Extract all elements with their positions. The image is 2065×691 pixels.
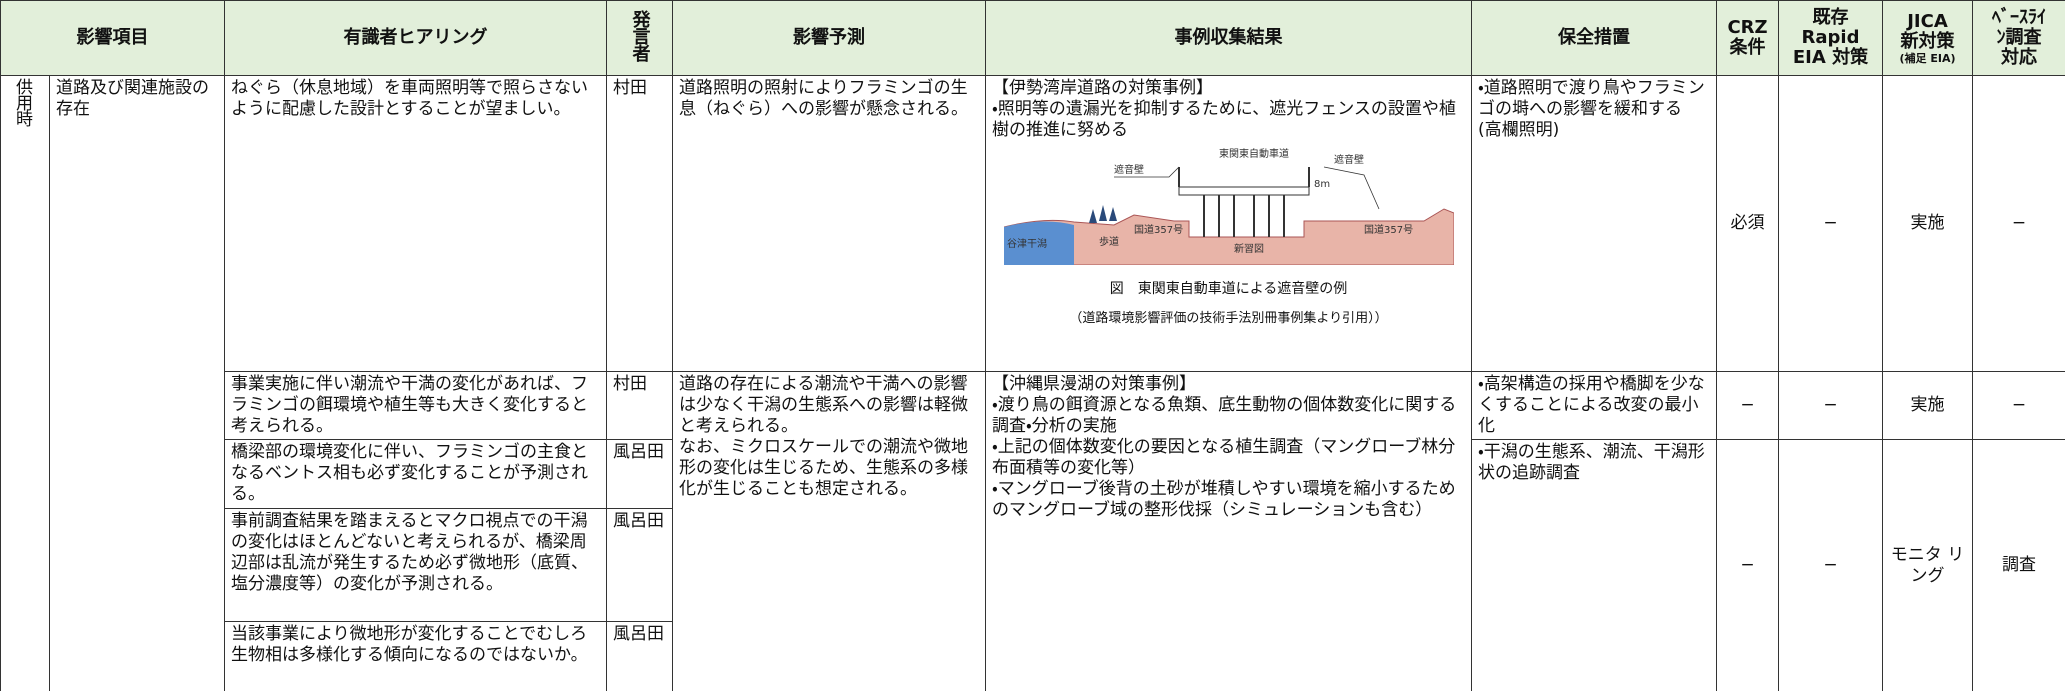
case-title: 【沖縄県漫湖の対策事例】 (992, 374, 1196, 394)
header-cell: CRZ 条件 (1716, 0, 1779, 76)
figure-label: 遮音壁 (1334, 153, 1364, 166)
hearing-cell: ねぐら（休息地域）を車両照明等で照らさないように配慮した設計とすることが望ましい… (224, 75, 607, 372)
rapid-cell: − (1778, 75, 1883, 372)
case-bullet: ・渡り鳥の餌資源となる魚類、底生動物の個体数変化に関する調査・分析の実施 (992, 395, 1457, 436)
case-cell: 【沖縄県漫湖の対策事例】 ・渡り鳥の餌資源となる魚類、底生動物の個体数変化に関す… (985, 371, 1472, 691)
jica-cell: 実施 (1882, 371, 1973, 440)
figure-label: 歩道 (1099, 235, 1119, 248)
phase: 供用時 (12, 78, 32, 126)
phase-cell: 供用時 (0, 75, 50, 691)
paragraph: (高欄照明) (1478, 120, 1560, 140)
paragraph: ・高架構造の採用や橋脚を少なくすることによる改変の最小化 (1478, 374, 1705, 436)
figure-source: （道路環境影響評価の技術手法別冊事例集より引用）） (1069, 311, 1388, 326)
paragraph: 道路の存在による潮流や干満への影響は少なく干潟の生態系への影響は軽微と考えられる… (679, 374, 968, 436)
figure-label: 国道357号 (1364, 223, 1413, 236)
header-line: CRZ (1727, 17, 1768, 38)
baseline-cell: − (1972, 75, 2065, 372)
header-cell: 影響項目 (0, 0, 225, 76)
header-cell: ﾍﾞｰｽﾗｲ ﾝ調査 対応 (1972, 0, 2065, 76)
figure-label: 8m (1314, 179, 1330, 190)
hearing-cell: 当該事業により微地形が変化することでむしろ生物相は多様化する傾向になるのではない… (224, 621, 607, 691)
case-bullet: ・マングローブ後背の土砂が堆積しやすい環境を縮小するためのマングローブ域の整形伐… (992, 479, 1456, 520)
speaker-cell: 村田 (606, 371, 673, 440)
header-line: ﾝ調査 (1996, 27, 2042, 48)
prediction-cell: 道路照明の照射によりフラミンゴの生息（ねぐら）への影響が懸念される。 (672, 75, 986, 372)
hearing-cell: 事前調査結果を踏まえるとマクロ視点での干潟の変化はほとんどないと考えられるが、橋… (224, 508, 607, 622)
row: 供用時 道路及び関連施設の存在 ねぐら（休息地域）を車両照明等で照らさないように… (0, 75, 2065, 691)
header-row: 影響項目 有識者ヒアリング 発言者 影響予測 事例収集結果 保全措置 CRZ 条件… (0, 0, 2065, 76)
figure-caption: 図 東関東自動車道による遮音壁の例 (1109, 281, 1348, 297)
rapid-cell: − (1778, 371, 1883, 440)
header-cell: 有識者ヒアリング (224, 0, 607, 76)
header-line: JICA (1907, 10, 1948, 32)
case-title: 【伊勢湾岸道路の対策事例】 (992, 78, 1213, 98)
row: 橋梁部の環境変化に伴い、フラミンゴの主食となるベントス相も必ず変化することが予測… (1, 439, 2065, 691)
hearing-cell: 事業実施に伴い潮流や干満の変化があれば、フラミンゴの餌環境や植生等も大きく変化す… (224, 371, 607, 440)
paragraph: ・道路照明で渡り鳥やフラミンゴの塒への影響を緩和する (1478, 78, 1705, 119)
figure-label: 新習図 (1234, 243, 1264, 255)
figure-label: 遮音壁 (1114, 163, 1144, 176)
baseline-cell: 調査 (1972, 439, 2065, 691)
case-bullet: ・上記の個体数変化の要因となる植生調査（マングローブ林分布面積等の変化等） (992, 437, 1456, 478)
figure-label: 谷津干潟 (1007, 237, 1047, 250)
item-cell: 道路及び関連施設の存在 (49, 75, 225, 691)
measure-cell: ・干潟の生態系、潮流、干潟形状の追跡調査 (1471, 439, 1717, 691)
speaker-cell: 村田 (606, 75, 673, 372)
crz-cell: − (1716, 371, 1779, 440)
rapid-cell: − (1778, 439, 1883, 691)
header-line: 条件 (1729, 37, 1766, 58)
header-line: 既存 (1812, 7, 1849, 28)
header-line: 新対策 (1900, 30, 1955, 52)
header-line: 対応 (2001, 47, 2037, 68)
header-line: (補足 EIA) (1899, 51, 1956, 65)
header-line: Rapid (1801, 27, 1860, 48)
paragraph: 道路照明の照射によりフラミンゴの生息（ねぐら）への影響が懸念される。 (679, 78, 968, 119)
header-cell: 事例収集結果 (985, 0, 1472, 76)
header-line: ﾍﾞｰｽﾗｲ (1992, 7, 2046, 28)
header-line: EIA 対策 (1792, 47, 1869, 68)
row: 事前調査結果を踏まえるとマクロ視点での干潟の変化はほとんどないと考えられるが、橋… (1, 508, 2065, 622)
header-cell: JICA 新対策 (補足 EIA) (1882, 0, 1973, 76)
row: 当該事業により微地形が変化することでむしろ生物相は多様化する傾向になるのではない… (1, 621, 2065, 691)
figure-label: 東関東自動車道 (1219, 147, 1289, 160)
speaker-cell: 風呂田 (606, 508, 673, 622)
paragraph: なお、ミクロスケールでの潮流や微地形の変化は生じるため、生態系の多様化が生じるこ… (679, 437, 968, 499)
jica-cell: 実施 (1882, 75, 1973, 372)
baseline-cell: − (1972, 371, 2065, 440)
speaker-cell: 風呂田 (606, 621, 673, 691)
measure-cell: ・高架構造の採用や橋脚を少なくすることによる改変の最小化 (1471, 371, 1717, 440)
case-cell: 【伊勢湾岸道路の対策事例】 ・照明等の遺漏光を抑制するために、遮光フェンスの設置… (985, 75, 1472, 372)
figure: 東関東自動車道 遮音壁 遮音壁 8m 国道357号 国道357号 谷津干潟 歩道… (992, 147, 1465, 271)
paragraph: ・干潟の生態系、潮流、干潟形状の追跡調査 (1478, 442, 1705, 483)
header-cell: 影響予測 (672, 0, 986, 76)
header-cell: 既存 Rapid EIA 対策 (1778, 0, 1883, 76)
header-cell: 保全措置 (1471, 0, 1717, 76)
speaker-cell: 風呂田 (606, 439, 673, 509)
figure-label: 国道357号 (1134, 223, 1183, 236)
figure-image: 東関東自動車道 遮音壁 遮音壁 8m 国道357号 国道357号 谷津干潟 歩道… (1003, 147, 1454, 266)
prediction-cell: 道路の存在による潮流や干満への影響は少なく干潟の生態系への影響は軽微と考えられる… (672, 371, 986, 691)
case-bullet: ・照明等の遺漏光を抑制するために、遮光フェンスの設置や植樹の推進に努める (992, 99, 1456, 140)
measure-cell: ・道路照明で渡り鳥やフラミンゴの塒への影響を緩和する (高欄照明) (1471, 75, 1717, 372)
crz-cell: − (1716, 439, 1779, 691)
header-cell: 発言者 (606, 0, 673, 76)
jica-cell: モニタ リング (1882, 439, 1973, 691)
row: 事業実施に伴い潮流や干満の変化があれば、フラミンゴの餌環境や植生等も大きく変化す… (1, 371, 2065, 691)
header-text: 発言者 (629, 10, 651, 61)
crz-cell: 必須 (1716, 75, 1779, 372)
hearing-cell: 橋梁部の環境変化に伴い、フラミンゴの主食となるベントス相も必ず変化することが予測… (224, 439, 607, 509)
